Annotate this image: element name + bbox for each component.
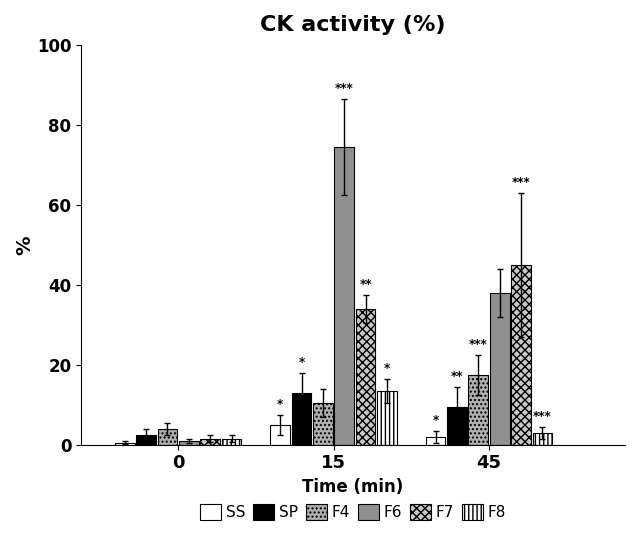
Text: **: **: [451, 369, 463, 383]
Bar: [490, 293, 509, 445]
Bar: [115, 442, 134, 445]
Title: CK activity (%): CK activity (%): [260, 15, 445, 35]
Bar: [335, 147, 354, 445]
Bar: [426, 437, 445, 445]
Bar: [313, 403, 333, 445]
Text: *: *: [433, 413, 438, 426]
Text: **: **: [360, 278, 372, 291]
Bar: [356, 309, 376, 445]
Text: *: *: [277, 397, 284, 411]
Bar: [447, 407, 467, 445]
Bar: [179, 441, 198, 445]
Text: ***: ***: [512, 176, 531, 189]
Bar: [377, 390, 397, 445]
Text: ***: ***: [533, 410, 552, 423]
X-axis label: Time (min): Time (min): [302, 478, 404, 496]
Bar: [157, 429, 177, 445]
Legend: SS, SP, F4, F6, F7, F8: SS, SP, F4, F6, F7, F8: [200, 504, 506, 520]
Y-axis label: %: %: [15, 235, 34, 255]
Bar: [270, 425, 290, 445]
Bar: [532, 433, 552, 445]
Bar: [136, 434, 156, 445]
Bar: [468, 375, 488, 445]
Text: *: *: [298, 355, 305, 369]
Text: ***: ***: [335, 82, 354, 95]
Bar: [221, 439, 241, 445]
Bar: [200, 439, 220, 445]
Bar: [292, 393, 311, 445]
Bar: [511, 265, 531, 445]
Text: *: *: [384, 361, 390, 375]
Text: ***: ***: [469, 338, 488, 351]
